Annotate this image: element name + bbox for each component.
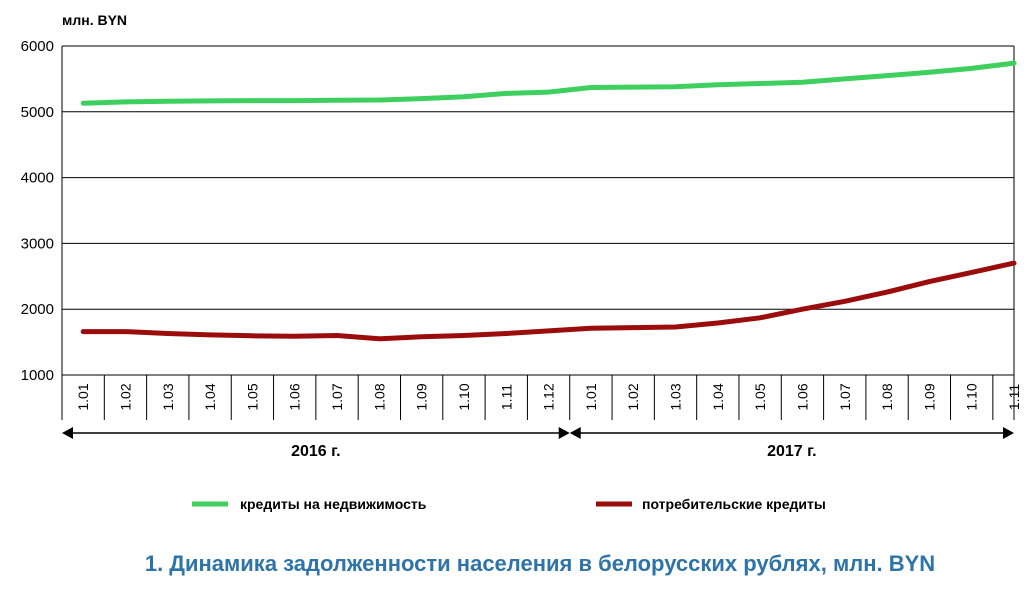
x-tick-label: 1.07 [837, 383, 853, 410]
x-tick-label: 1.05 [244, 383, 260, 410]
x-tick-label: 1.02 [117, 383, 133, 410]
legend-label-real-estate: кредиты на недвижимость [240, 496, 427, 512]
arrow-left-icon [569, 427, 581, 439]
x-tick-label: 1.11 [1006, 384, 1022, 410]
x-tick-label: 1.03 [668, 383, 684, 410]
y-tick-label: 2000 [21, 301, 54, 318]
y-tick-label: 6000 [21, 38, 54, 55]
x-tick-label: 1.08 [879, 383, 895, 410]
x-tick-label: 1.04 [710, 383, 726, 410]
unit-label: млн. BYN [62, 12, 127, 28]
arrow-left-icon [62, 427, 73, 439]
year-group-label: 2016 г. [291, 443, 341, 460]
x-tick-label: 1.07 [329, 383, 345, 410]
y-tick-label: 3000 [21, 235, 54, 252]
series-line-1 [80, 260, 1017, 342]
axes [61, 46, 1015, 420]
x-tick-label: 1.06 [287, 383, 303, 410]
y-axis-ticks: 1000 2000 3000 4000 5000 6000 [21, 38, 54, 384]
y-tick-label: 4000 [21, 170, 54, 187]
x-tick-label: 1.08 [371, 383, 387, 410]
x-tick-label: 1.09 [921, 383, 937, 410]
x-tick-label: 1.01 [583, 383, 599, 410]
x-tick-label: 1.06 [794, 383, 810, 410]
x-tick-label: 1.12 [541, 383, 557, 410]
year-group-label: 2017 г. [767, 443, 817, 460]
arrow-right-icon [1003, 427, 1014, 439]
series-line-0 [80, 60, 1017, 106]
x-tick-label: 1.02 [625, 383, 641, 410]
x-tick-label: 1.09 [414, 383, 430, 410]
x-tick-label: 1.03 [160, 383, 176, 410]
grid-lines [62, 45, 1014, 376]
series-lines [80, 60, 1017, 342]
legend-label-consumer: потребительские кредиты [642, 496, 826, 512]
x-tick-label: 1.01 [75, 383, 91, 410]
x-tick-label: 1.05 [752, 383, 768, 410]
x-tick-label: 1.10 [964, 383, 980, 410]
x-tick-label: 1.11 [498, 384, 514, 410]
y-tick-label: 5000 [21, 104, 54, 121]
arrow-right-icon [558, 427, 570, 439]
y-tick-label: 1000 [21, 367, 54, 384]
x-tick-label: 1.04 [202, 383, 218, 410]
chart-title: 1. Динамика задолженности населения в бе… [145, 551, 935, 576]
x-tick-label: 1.10 [456, 383, 472, 410]
x-axis-ticks: 1.01 1.02 1.03 1.04 1.05 1.06 1.07 1.08 1.09 1.10… [75, 383, 1022, 410]
legend: кредиты на недвижимость потребительские … [192, 496, 826, 512]
year-groups: 2016 г. 2017 г. [62, 427, 1014, 460]
